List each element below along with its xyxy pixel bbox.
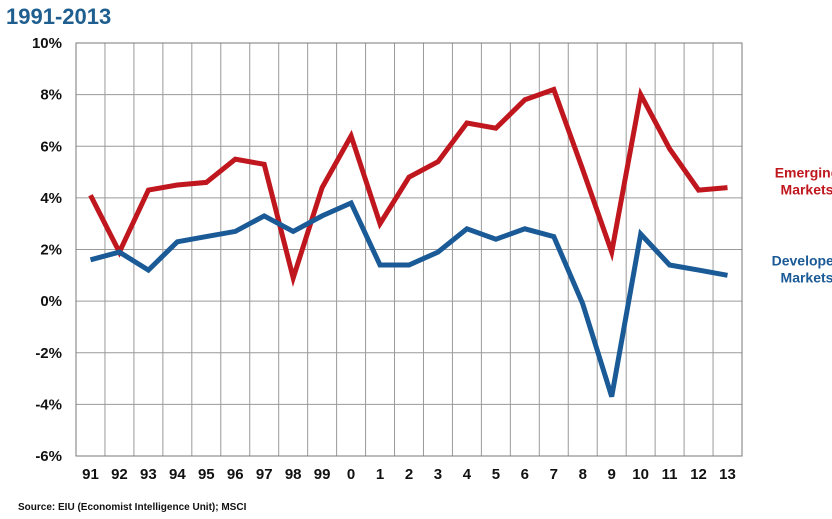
x-tick-label: 91 xyxy=(82,466,99,483)
series-line-developed-markets xyxy=(89,199,728,398)
y-tick-label: 2% xyxy=(40,242,62,259)
plot-border xyxy=(75,42,743,457)
chart-title: 1991-2013 xyxy=(6,4,112,29)
x-tick-label: 10 xyxy=(632,466,649,483)
y-axis-ticks: -6% -4% -2% 0% 2% 4% 6% 8% 10% xyxy=(32,35,62,465)
series-lines xyxy=(88,86,728,398)
x-tick-label: 7 xyxy=(550,466,558,483)
x-tick-label: 96 xyxy=(227,466,244,483)
legend-line: Developed xyxy=(772,252,832,268)
x-tick-label: 95 xyxy=(198,466,215,483)
grid-lines xyxy=(75,42,743,457)
x-tick-label: 0 xyxy=(347,466,355,483)
y-tick-label: 4% xyxy=(40,190,62,207)
x-tick-label: 13 xyxy=(719,466,736,483)
y-tick-label: 0% xyxy=(40,293,62,310)
y-tick-label: -4% xyxy=(35,396,62,413)
x-tick-label: 5 xyxy=(492,466,500,483)
x-tick-label: 92 xyxy=(111,466,128,483)
x-tick-label: 93 xyxy=(140,466,157,483)
series-legend: EmergingMarketsDevelopedMarkets xyxy=(772,165,832,286)
legend-line: Markets xyxy=(781,269,832,285)
x-tick-label: 98 xyxy=(285,466,302,483)
x-tick-label: 12 xyxy=(690,466,707,483)
y-tick-label: 10% xyxy=(32,35,62,52)
legend-emerging-markets: EmergingMarkets xyxy=(775,165,832,198)
legend-line: Markets xyxy=(781,182,832,198)
x-tick-label: 97 xyxy=(256,466,273,483)
x-tick-label: 1 xyxy=(376,466,384,483)
legend-developed-markets: DevelopedMarkets xyxy=(772,252,832,285)
x-tick-label: 94 xyxy=(169,466,186,483)
y-tick-label: 6% xyxy=(40,138,62,155)
x-tick-label: 99 xyxy=(314,466,331,483)
x-tick-label: 3 xyxy=(434,466,442,483)
x-tick-label: 6 xyxy=(521,466,529,483)
x-tick-label: 8 xyxy=(579,466,587,483)
series-line-emerging-markets xyxy=(88,86,728,287)
legend-line: Emerging xyxy=(775,165,832,181)
y-tick-label: -6% xyxy=(35,448,62,465)
x-tick-label: 2 xyxy=(405,466,413,483)
x-tick-label: 11 xyxy=(662,466,678,483)
x-tick-label: 4 xyxy=(463,466,472,483)
y-tick-label: 8% xyxy=(40,87,62,104)
x-axis-ticks: 91 92 93 94 95 96 97 98 99 0 1 2 3 4 5 6 7 8 9 10 11 12 13 xyxy=(82,466,736,483)
x-tick-label: 9 xyxy=(608,466,616,483)
y-tick-label: -2% xyxy=(35,345,62,362)
source-note: Source: EIU (Economist Intelligence Unit… xyxy=(18,502,247,513)
